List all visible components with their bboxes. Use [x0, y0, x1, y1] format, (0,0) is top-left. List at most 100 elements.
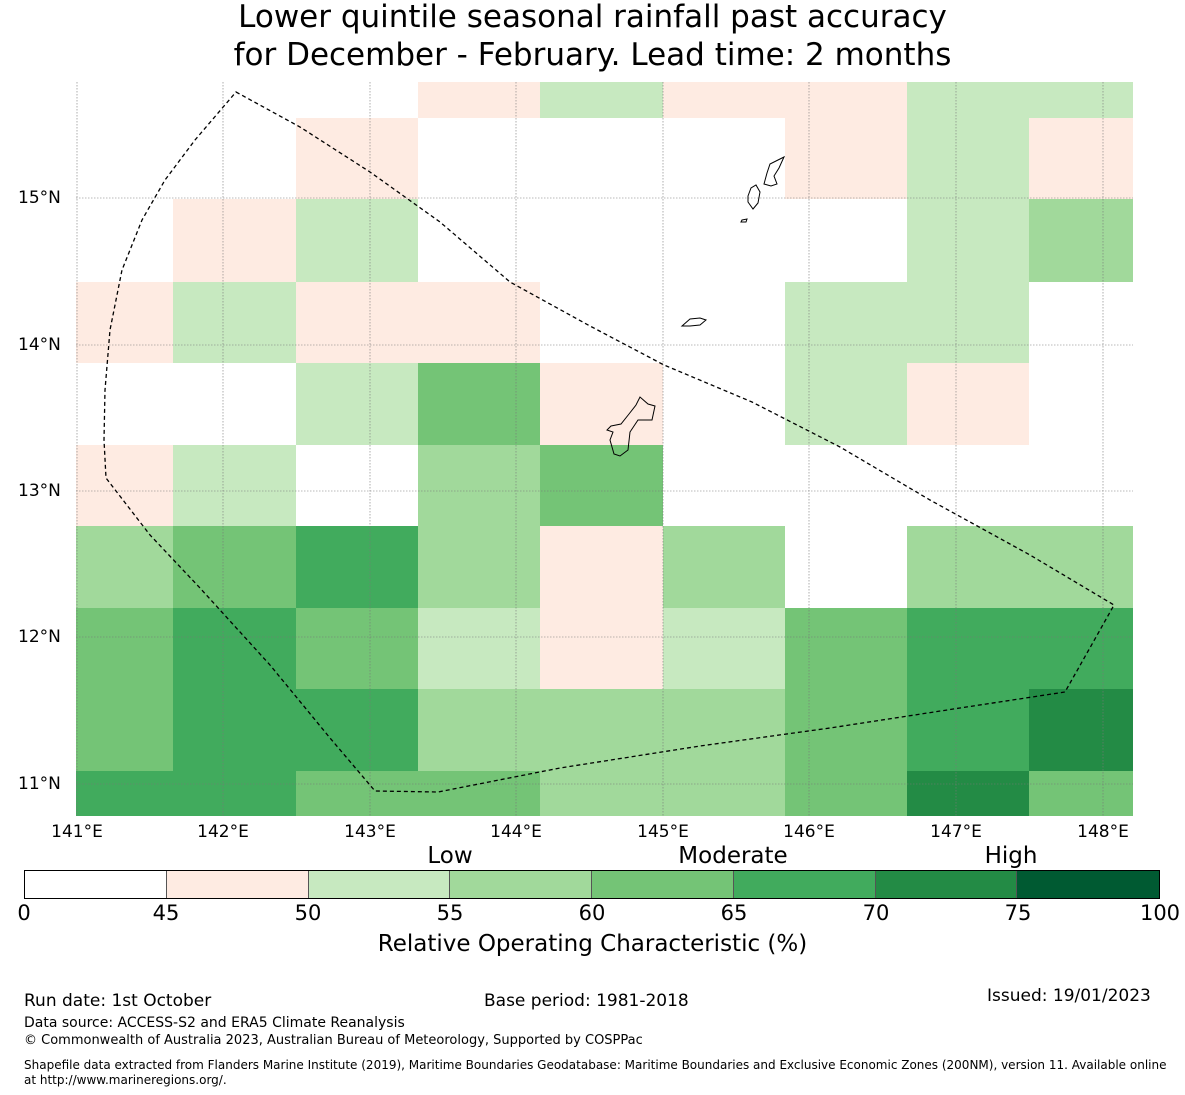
grid-cell: [785, 363, 907, 445]
grid-cell: [663, 771, 785, 816]
grid-cell: [76, 282, 173, 363]
colorbar-tick-label: 75: [1004, 901, 1032, 925]
shapefile-credit-line-2: at http://www.marineregions.org/.: [24, 1073, 227, 1087]
legend-category-high: High: [984, 843, 1038, 869]
colorbar-tick-label: 45: [152, 901, 180, 925]
island-aguijan: [740, 218, 748, 223]
lon-label-141e: 141°E: [51, 822, 103, 842]
grid-cell: [418, 771, 540, 816]
grid-cell: [540, 689, 663, 771]
lon-label-148e: 148°E: [1077, 822, 1129, 842]
grid-cell: [418, 608, 540, 689]
lon-label-144e: 144°E: [490, 822, 542, 842]
title-line-2: for December - February. Lead time: 2 mo…: [233, 37, 952, 73]
grid-cell: [76, 608, 173, 689]
legend-category-moderate: Moderate: [678, 843, 788, 869]
grid-cell: [173, 445, 296, 526]
grid-cell: [76, 771, 173, 816]
grid-cell: [907, 199, 1029, 282]
grid-cell: [1029, 199, 1133, 282]
colorbar-segment: [166, 871, 309, 898]
islands: [606, 155, 786, 457]
grid-cell: [907, 608, 1029, 689]
data-source: Data source: ACCESS-S2 and ERA5 Climate …: [24, 1015, 405, 1031]
eez-boundary: [103, 91, 1115, 793]
grid-cell: [540, 363, 663, 445]
grid-cell: [1029, 526, 1133, 608]
grid-cell: [907, 282, 1029, 363]
grid-cell: [663, 82, 785, 118]
colorbar-segment: [733, 871, 876, 898]
grid-cell: [418, 526, 540, 608]
grid-cell: [540, 282, 663, 363]
lat-label-14n: 14°N: [18, 335, 61, 355]
grid-cell: [173, 689, 296, 771]
grid-cell: [663, 526, 785, 608]
colorbar-tick-label: 100: [1139, 901, 1181, 925]
grid-cell: [785, 608, 907, 689]
legend-category-low: Low: [427, 843, 473, 869]
grid-cell: [907, 82, 1029, 118]
island-rota: [680, 317, 708, 327]
colorbar-tick-label: 50: [294, 901, 322, 925]
grid-cell: [173, 771, 296, 816]
grid-cell: [907, 689, 1029, 771]
grid-cell: [663, 282, 785, 363]
grid-cell: [296, 282, 418, 363]
grid-cell: [173, 526, 296, 608]
grid-cell: [76, 363, 173, 445]
run-date: Run date: 1st October: [24, 991, 212, 1011]
grid-cell: [907, 118, 1029, 199]
grid-cell: [785, 771, 907, 816]
grid-cell: [296, 363, 418, 445]
grid-cell: [540, 526, 663, 608]
grid-cell: [907, 445, 1029, 526]
grid-cell: [418, 199, 540, 282]
grid-cell: [418, 118, 540, 199]
copyright: © Commonwealth of Australia 2023, Austra…: [24, 1033, 643, 1048]
grid-cell: [540, 118, 663, 199]
grid-cell: [296, 771, 418, 816]
colorbar: [24, 870, 1160, 899]
island-tinian: [747, 184, 761, 210]
grid-cell: [173, 363, 296, 445]
grid-cell: [785, 118, 907, 199]
grid-cell: [418, 282, 540, 363]
grid-cell: [173, 82, 296, 118]
lon-label-143e: 143°E: [344, 822, 396, 842]
colorbar-tick-label: 70: [862, 901, 890, 925]
graticule: [76, 82, 1133, 816]
grid-cell: [663, 118, 785, 199]
lat-label-11n: 11°N: [18, 774, 61, 794]
grid-cell: [76, 445, 173, 526]
colorbar-segment: [1017, 871, 1159, 898]
issued-date: Issued: 19/01/2023: [987, 986, 1151, 1006]
map-title: Lower quintile seasonal rainfall past ac…: [0, 0, 1185, 74]
grid-cell: [418, 363, 540, 445]
grid-cell: [663, 445, 785, 526]
grid-cell: [663, 199, 785, 282]
lon-label-146e: 146°E: [783, 822, 835, 842]
colorbar-segment: [450, 871, 592, 898]
colorbar-segment: [592, 871, 734, 898]
grid-cell: [663, 363, 785, 445]
grid-cell: [540, 771, 663, 816]
grid-cell: [173, 608, 296, 689]
grid-cell: [1029, 82, 1133, 118]
grid-cell: [173, 118, 296, 199]
grid-cells: [76, 82, 1133, 816]
lon-label-147e: 147°E: [930, 822, 982, 842]
colorbar-tick-label: 60: [578, 901, 606, 925]
grid-cell: [1029, 608, 1133, 689]
grid-cell: [785, 199, 907, 282]
map-canvas: [76, 82, 1133, 816]
title-line-1: Lower quintile seasonal rainfall past ac…: [238, 0, 947, 35]
grid-cell: [1029, 771, 1133, 816]
lon-label-145e: 145°E: [637, 822, 689, 842]
colorbar-tick-label: 55: [436, 901, 464, 925]
grid-cell: [1029, 282, 1133, 363]
grid-cell: [785, 82, 907, 118]
grid-cell: [785, 526, 907, 608]
grid-cell: [76, 526, 173, 608]
shapefile-credit-line-1: Shapefile data extracted from Flanders M…: [24, 1058, 1167, 1072]
